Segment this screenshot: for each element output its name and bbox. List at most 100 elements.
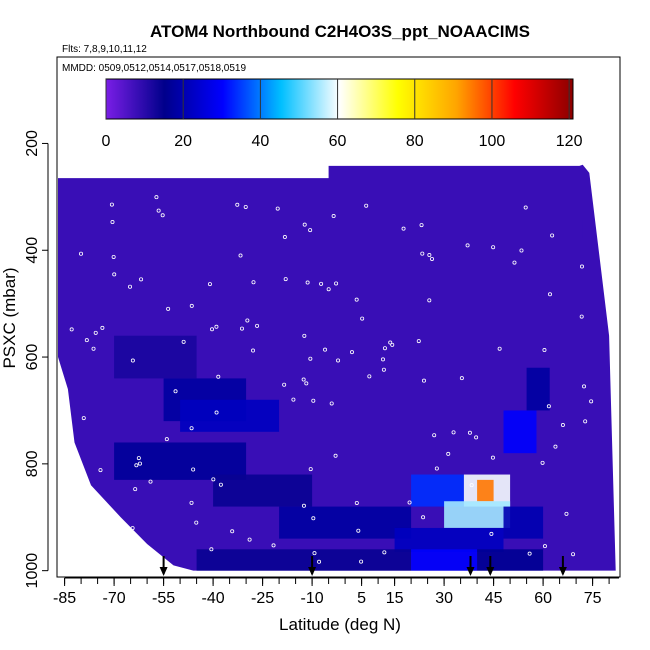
flights-subtitle: Flts: 7,8,9,10,11,12 [62, 44, 147, 55]
x-tick-label: -55 [152, 590, 175, 607]
sample-point [317, 559, 322, 564]
heatmap-cell [526, 367, 550, 411]
sample-point [540, 460, 545, 465]
sample-point [214, 324, 219, 329]
heatmap-cell [477, 549, 544, 571]
sample-point [542, 348, 547, 353]
sample-point [211, 477, 216, 482]
sample-point [173, 389, 178, 394]
sample-point [308, 228, 313, 233]
sample-point [308, 467, 313, 472]
sample-point [302, 333, 307, 338]
sample-point [312, 551, 317, 556]
sample-point [547, 292, 552, 297]
heatmap-cell [503, 506, 544, 539]
sample-point [207, 282, 212, 287]
x-tick-label: 5 [357, 590, 366, 607]
flight-arrow-head [308, 567, 317, 576]
colorbar-ticks: 0 20 40 60 80 100 120 [102, 79, 583, 150]
sample-point [216, 374, 221, 379]
sample-point [489, 531, 494, 536]
flight-arrows [159, 556, 567, 576]
sample-point [382, 346, 387, 351]
sample-point [367, 374, 372, 379]
y-tick-label: 800 [24, 450, 41, 477]
sample-point [311, 398, 316, 403]
sample-point [304, 381, 309, 386]
sample-point [331, 214, 336, 219]
sample-point [553, 444, 558, 449]
sample-point [251, 280, 256, 285]
heatmap-layer [58, 164, 616, 571]
heatmap-cell [477, 479, 494, 502]
colorbar-gradient [105, 78, 574, 120]
sample-point [189, 426, 194, 431]
dates-subtitle: MMDD: 0509,0512,0514,0517,0518,0519 [62, 63, 246, 74]
sample-point [275, 206, 280, 211]
sample-point [282, 382, 287, 387]
flight-arrow-head [558, 567, 567, 576]
sample-point [519, 248, 524, 253]
sample-point [301, 503, 306, 508]
sample-point [512, 260, 517, 265]
sample-point [490, 455, 495, 460]
x-tick-label: -25 [251, 590, 274, 607]
sample-point [243, 204, 248, 209]
sample-point [166, 306, 171, 311]
sample-point [542, 544, 547, 549]
sample-point [401, 226, 406, 231]
sample-point [84, 338, 89, 343]
sample-point [388, 340, 393, 345]
sample-point [354, 500, 359, 505]
sample-point [109, 202, 114, 207]
sample-point [134, 463, 139, 468]
x-tick-label: 60 [534, 590, 552, 607]
sample-point [589, 399, 594, 404]
sample-point [70, 473, 75, 478]
sample-point [421, 515, 426, 520]
sample-point [469, 483, 474, 488]
sample-point [382, 550, 387, 555]
colorbar-tick-label: 80 [406, 133, 424, 150]
sample-point [421, 378, 426, 383]
sample-point [419, 223, 424, 228]
sample-point [218, 482, 223, 487]
sample-point [128, 284, 133, 289]
sample-point [333, 453, 338, 458]
colorbar-tick-label: 0 [102, 133, 111, 150]
sample-point [156, 208, 161, 213]
sample-point [157, 558, 162, 563]
sample-point [427, 253, 432, 258]
sample-point [564, 511, 569, 516]
sample-point [110, 220, 115, 225]
sample-point [427, 298, 432, 303]
sample-point [239, 326, 244, 331]
sample-point [137, 461, 142, 466]
sample-point [326, 287, 331, 292]
sample-point [112, 272, 117, 277]
sample-point [81, 416, 86, 421]
sample-point [98, 468, 103, 473]
sample-point [434, 466, 439, 471]
sample-point [160, 213, 165, 218]
sample-point [164, 437, 169, 442]
sample-point [302, 222, 307, 227]
sample-point [432, 433, 437, 438]
sample-point [301, 377, 306, 382]
sample-points-layer [69, 195, 594, 564]
sample-point [380, 357, 385, 362]
x-tick-label: -40 [202, 590, 225, 607]
sample-point [323, 347, 328, 352]
sample-point [130, 526, 135, 531]
sample-point [349, 350, 354, 355]
sample-point [114, 559, 119, 564]
sample-point [189, 500, 194, 505]
sample-point [459, 376, 464, 381]
sample-point [93, 330, 98, 335]
sample-point [491, 245, 496, 250]
plot-frame [56, 56, 621, 578]
sample-point [523, 205, 528, 210]
sample-point [465, 243, 470, 248]
sample-point [91, 346, 96, 351]
sample-point [583, 419, 588, 424]
